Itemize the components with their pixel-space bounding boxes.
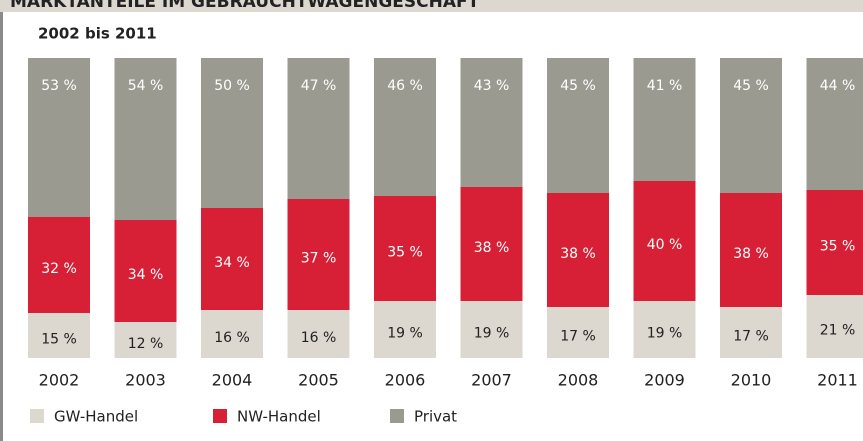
bar-segment xyxy=(114,58,177,220)
bar-segment xyxy=(28,217,90,313)
x-tick-label: 2005 xyxy=(298,371,339,390)
chart-title: MARKTANTEILE IM GEBRAUCHTWAGENGESCHÄFT xyxy=(10,0,480,12)
bar-segment xyxy=(633,58,696,181)
x-tick-label: 2002 xyxy=(39,371,80,390)
bar-segment xyxy=(287,310,350,358)
legend-label: Privat xyxy=(414,408,457,426)
value-label: 47 % xyxy=(301,78,337,94)
value-label: 32 % xyxy=(41,261,77,277)
value-label: 34 % xyxy=(128,267,164,283)
bar-segment xyxy=(633,181,696,301)
value-label: 45 % xyxy=(733,78,769,94)
value-label: 38 % xyxy=(733,246,769,262)
legend-swatch xyxy=(30,409,44,423)
bar-segment xyxy=(460,301,523,358)
x-tick-label: 2009 xyxy=(644,371,685,390)
bar-segment xyxy=(720,58,782,193)
value-label: 17 % xyxy=(733,329,769,345)
bar-segment xyxy=(547,307,609,358)
bar-segment xyxy=(374,196,436,301)
bar-segment xyxy=(460,58,523,187)
bar-segment xyxy=(201,58,263,208)
bar-segment xyxy=(28,58,90,217)
value-label: 16 % xyxy=(214,330,250,346)
bar-segment xyxy=(374,58,436,196)
bar-segment xyxy=(374,301,436,358)
chart-subtitle: 2002 bis 2011 xyxy=(38,25,157,43)
bar-segment xyxy=(720,307,782,358)
legend-label: GW-Handel xyxy=(54,408,138,426)
x-tick-label: 2007 xyxy=(471,371,512,390)
value-label: 21 % xyxy=(820,323,856,339)
legend-swatch xyxy=(390,409,404,423)
bar-segment xyxy=(806,190,863,295)
x-tick-label: 2003 xyxy=(125,371,166,390)
bar-segment xyxy=(806,295,863,358)
x-tick-label: 2008 xyxy=(558,371,599,390)
bar-segment xyxy=(633,301,696,358)
legend-label: NW-Handel xyxy=(237,408,321,426)
value-label: 44 % xyxy=(820,78,856,94)
value-label: 19 % xyxy=(647,326,683,342)
bar-segment xyxy=(114,220,177,322)
value-label: 19 % xyxy=(387,326,423,342)
value-label: 34 % xyxy=(214,255,250,271)
bar-segment xyxy=(287,58,350,199)
value-label: 12 % xyxy=(128,336,164,352)
bar-segment xyxy=(806,58,863,190)
value-label: 38 % xyxy=(474,240,510,256)
value-label: 38 % xyxy=(560,246,596,262)
bar-segment xyxy=(201,310,263,358)
legend-swatch xyxy=(213,409,227,423)
x-tick-label: 2004 xyxy=(212,371,253,390)
x-tick-label: 2011 xyxy=(817,371,858,390)
value-label: 16 % xyxy=(301,330,337,346)
value-label: 53 % xyxy=(41,78,77,94)
value-label: 15 % xyxy=(41,332,77,348)
bar-segment xyxy=(460,187,523,301)
value-label: 50 % xyxy=(214,78,250,94)
value-label: 40 % xyxy=(647,237,683,253)
value-label: 43 % xyxy=(474,78,510,94)
x-tick-label: 2006 xyxy=(385,371,426,390)
value-label: 45 % xyxy=(560,78,596,94)
value-label: 35 % xyxy=(820,239,856,255)
bar-segment xyxy=(201,208,263,310)
bar-segment xyxy=(287,199,350,310)
title-band xyxy=(0,0,863,12)
value-label: 17 % xyxy=(560,329,596,345)
value-label: 37 % xyxy=(301,251,337,267)
value-label: 41 % xyxy=(647,78,683,94)
x-tick-label: 2010 xyxy=(731,371,772,390)
bar-segment xyxy=(28,313,90,358)
bar-segment xyxy=(547,193,609,307)
bar-segment xyxy=(720,193,782,307)
value-label: 35 % xyxy=(387,245,423,261)
left-border xyxy=(0,12,3,441)
value-label: 19 % xyxy=(474,326,510,342)
value-label: 46 % xyxy=(387,78,423,94)
bar-segment xyxy=(547,58,609,193)
bar-segment xyxy=(114,322,177,358)
value-label: 54 % xyxy=(128,78,164,94)
